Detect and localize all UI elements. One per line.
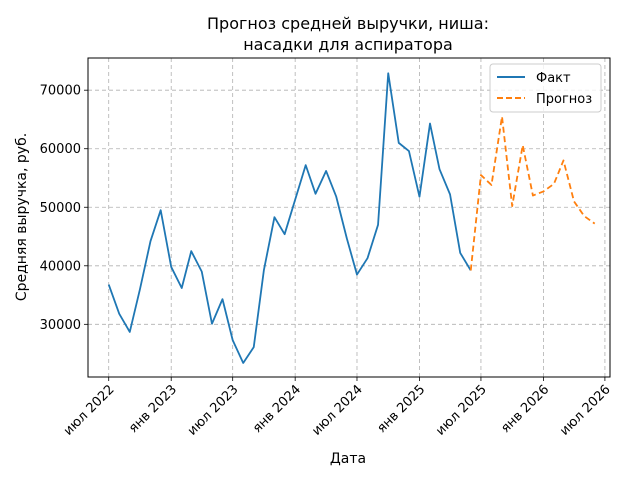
data-point-fact: [263, 269, 265, 271]
series-lines: [107, 72, 596, 364]
data-point-fact: [273, 216, 275, 218]
data-point-fact: [159, 209, 161, 211]
data-point-fact: [418, 196, 420, 198]
x-tick-label: янв 2024: [250, 382, 304, 436]
data-point-fact: [335, 196, 337, 198]
data-point-fact: [190, 250, 192, 252]
data-point-forecast: [542, 190, 544, 192]
data-point-fact: [459, 252, 461, 254]
data-point-fact: [211, 323, 213, 325]
data-point-forecast: [562, 159, 564, 161]
data-point-forecast: [470, 269, 472, 271]
data-point-forecast: [583, 215, 585, 217]
series-line-forecast: [469, 115, 596, 271]
data-point-fact: [118, 313, 120, 315]
x-tick-label: июл 2026: [557, 382, 614, 439]
x-tick-label: июл 2022: [61, 382, 118, 439]
data-point-fact: [387, 72, 389, 74]
x-tick-label: июл 2023: [185, 382, 242, 439]
data-point-fact: [221, 298, 223, 300]
data-point-fact: [438, 168, 440, 170]
chart-title-line-1: Прогноз средней выручки, ниша:: [207, 14, 489, 33]
data-point-forecast: [480, 174, 482, 176]
data-point-forecast: [573, 200, 575, 202]
data-point-fact: [253, 346, 255, 348]
data-point-fact: [108, 283, 110, 285]
data-point-forecast: [501, 115, 503, 117]
y-tick-label: 50000: [40, 201, 81, 216]
data-point-fact: [408, 150, 410, 152]
data-point-fact: [283, 233, 285, 235]
data-point-fact: [181, 287, 183, 289]
legend-label-forecast: Прогноз: [536, 92, 592, 107]
data-point-fact: [304, 164, 306, 166]
data-point-fact: [325, 170, 327, 172]
data-point-fact: [449, 193, 451, 195]
data-point-fact: [201, 270, 203, 272]
data-point-fact: [356, 273, 358, 275]
data-point-forecast: [490, 184, 492, 186]
data-point-fact: [242, 362, 244, 364]
y-axis-label: Средняя выручка, руб.: [14, 133, 30, 301]
x-tick-label: июл 2024: [309, 382, 366, 439]
data-point-forecast: [594, 222, 596, 224]
x-tick-label: янв 2025: [374, 382, 428, 436]
plot-frame: [87, 57, 611, 378]
series-line-fact: [107, 72, 472, 364]
data-point-fact: [231, 339, 233, 341]
data-point-fact: [398, 142, 400, 144]
chart-title-line-2: насадки для аспиратора: [243, 35, 453, 54]
data-point-fact: [139, 288, 141, 290]
x-tick-label: июл 2025: [433, 382, 490, 439]
data-point-fact: [314, 193, 316, 195]
data-point-forecast: [553, 183, 555, 185]
data-point-fact: [129, 331, 131, 333]
legend-label-fact: Факт: [536, 71, 571, 86]
data-point-fact: [377, 224, 379, 226]
y-tick-label: 40000: [40, 259, 81, 274]
data-point-forecast: [522, 144, 524, 146]
x-axis-label: Дата: [330, 451, 366, 467]
data-point-forecast: [532, 194, 534, 196]
y-tick-label: 70000: [40, 84, 81, 99]
legend: Факт Прогноз: [489, 63, 602, 113]
y-tick-label: 30000: [40, 318, 81, 333]
y-tick-label: 60000: [40, 142, 81, 157]
data-point-fact: [149, 240, 151, 242]
x-tick-label: янв 2026: [498, 382, 552, 436]
data-point-fact: [294, 198, 296, 200]
data-point-fact: [366, 257, 368, 259]
data-point-fact: [429, 122, 431, 124]
data-point-forecast: [511, 205, 513, 207]
data-point-fact: [170, 266, 172, 268]
data-point-fact: [346, 237, 348, 239]
x-tick-label: янв 2023: [126, 382, 180, 436]
